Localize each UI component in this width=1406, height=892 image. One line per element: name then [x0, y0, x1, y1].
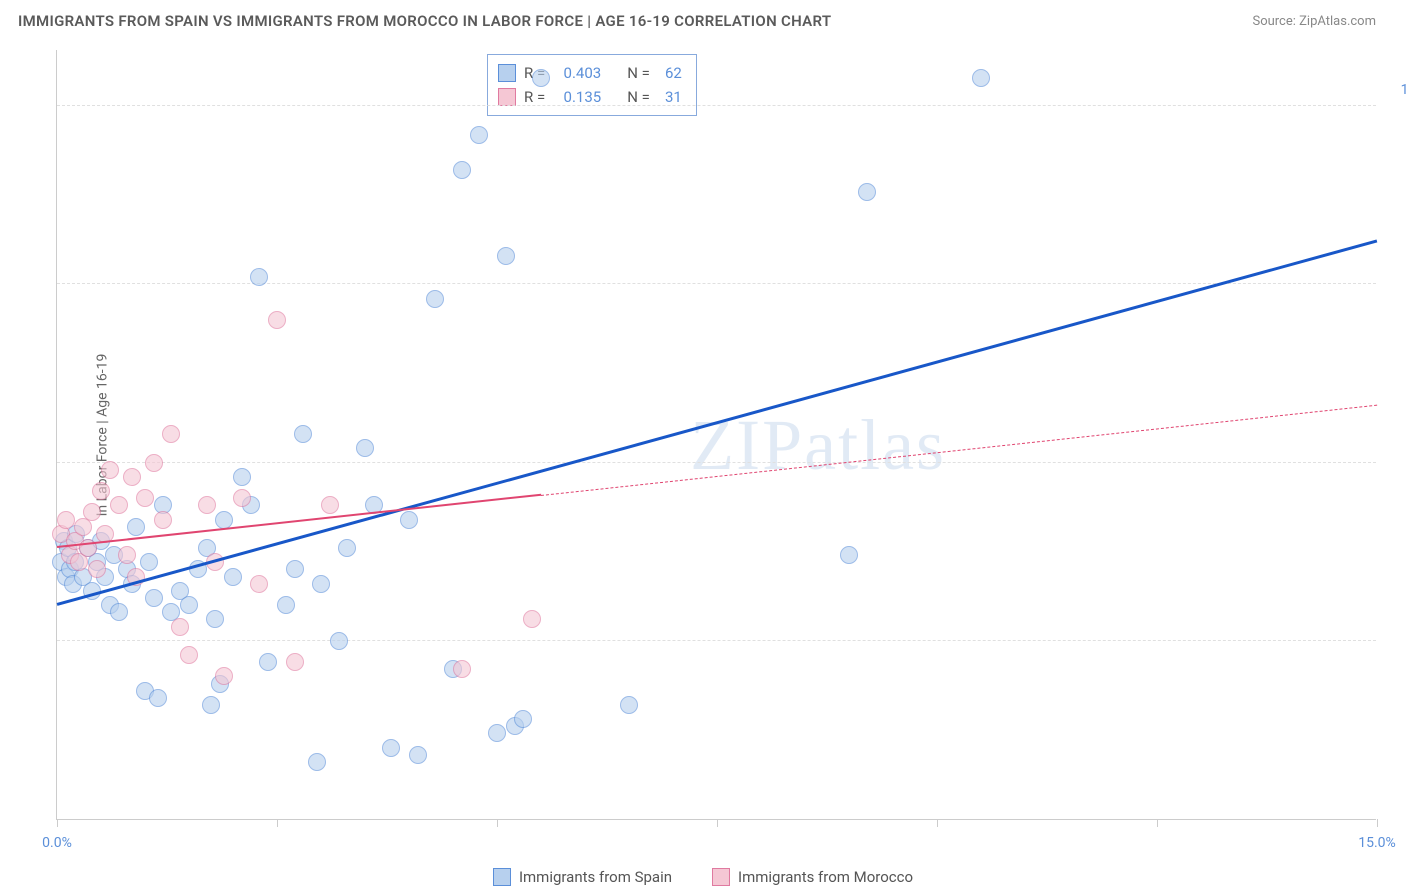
scatter-point-morocco — [136, 489, 154, 507]
scatter-point-morocco — [110, 496, 128, 514]
scatter-point-spain — [426, 290, 444, 308]
scatter-point-spain — [620, 696, 638, 714]
scatter-point-morocco — [101, 461, 119, 479]
scatter-point-spain — [972, 69, 990, 87]
xtick — [1377, 819, 1378, 827]
trendline — [541, 404, 1377, 495]
scatter-point-spain — [453, 161, 471, 179]
xtick — [57, 819, 58, 827]
swatch-spain — [498, 64, 516, 82]
scatter-point-spain — [858, 183, 876, 201]
scatter-point-morocco — [162, 425, 180, 443]
stats-row-spain: R =0.403N =62 — [498, 61, 682, 85]
scatter-point-morocco — [180, 646, 198, 664]
scatter-point-morocco — [145, 454, 163, 472]
scatter-point-spain — [400, 511, 418, 529]
scatter-point-spain — [382, 739, 400, 757]
scatter-point-spain — [140, 553, 158, 571]
plot-area: In Labor Force | Age 16-19 ZIPatlas R =0… — [56, 50, 1376, 820]
xtick — [497, 819, 498, 827]
scatter-point-morocco — [286, 653, 304, 671]
ytick-label: 50.0% — [1386, 439, 1406, 455]
scatter-point-spain — [312, 575, 330, 593]
scatter-point-morocco — [57, 511, 75, 529]
swatch-morocco — [498, 88, 516, 106]
scatter-point-spain — [514, 710, 532, 728]
scatter-point-spain — [840, 546, 858, 564]
scatter-point-spain — [215, 511, 233, 529]
scatter-point-spain — [277, 596, 295, 614]
stats-legend-box: R =0.403N =62R =0.135N =31 — [487, 54, 697, 116]
scatter-point-morocco — [83, 503, 101, 521]
scatter-point-spain — [206, 610, 224, 628]
chart-title: IMMIGRANTS FROM SPAIN VS IMMIGRANTS FROM… — [18, 12, 831, 30]
scatter-point-morocco — [88, 560, 106, 578]
ytick-label: 25.0% — [1386, 617, 1406, 633]
scatter-point-morocco — [453, 660, 471, 678]
scatter-point-spain — [250, 268, 268, 286]
xtick — [937, 819, 938, 827]
scatter-point-spain — [286, 560, 304, 578]
legend-swatch-morocco — [712, 868, 730, 886]
xtick-label: 15.0% — [1358, 835, 1396, 851]
xtick — [1157, 819, 1158, 827]
source-label: Source: ZipAtlas.com — [1252, 14, 1376, 29]
legend-label: Immigrants from Spain — [519, 868, 672, 886]
scatter-point-spain — [233, 468, 251, 486]
scatter-point-morocco — [198, 496, 216, 514]
scatter-point-spain — [532, 69, 550, 87]
scatter-point-spain — [409, 746, 427, 764]
scatter-point-morocco — [118, 546, 136, 564]
bottom-legend: Immigrants from Spain Immigrants from Mor… — [0, 868, 1406, 886]
xtick — [277, 819, 278, 827]
scatter-point-spain — [470, 126, 488, 144]
scatter-point-spain — [330, 632, 348, 650]
xtick — [717, 819, 718, 827]
scatter-point-spain — [356, 439, 374, 457]
scatter-point-morocco — [321, 496, 339, 514]
scatter-point-spain — [180, 596, 198, 614]
scatter-point-spain — [202, 696, 220, 714]
scatter-point-spain — [224, 568, 242, 586]
scatter-point-spain — [127, 518, 145, 536]
stat-n-label: N = — [627, 61, 650, 85]
xtick-label: 0.0% — [42, 835, 72, 851]
stat-r-value: 0.403 — [553, 61, 601, 85]
ytick-label: 100.0% — [1386, 82, 1406, 98]
scatter-point-morocco — [233, 489, 251, 507]
scatter-point-spain — [308, 753, 326, 771]
scatter-point-spain — [259, 653, 277, 671]
gridline — [57, 640, 1376, 641]
ytick-label: 75.0% — [1386, 260, 1406, 276]
stat-n-value: 62 — [658, 61, 682, 85]
legend-label: Immigrants from Morocco — [738, 868, 913, 886]
legend-item-morocco: Immigrants from Morocco — [712, 868, 913, 886]
scatter-point-morocco — [92, 482, 110, 500]
scatter-point-spain — [497, 247, 515, 265]
gridline — [57, 462, 1376, 463]
gridline — [57, 105, 1376, 106]
scatter-point-morocco — [123, 468, 141, 486]
scatter-point-morocco — [523, 610, 541, 628]
trendline — [57, 239, 1378, 605]
scatter-point-spain — [338, 539, 356, 557]
legend-item-spain: Immigrants from Spain — [493, 868, 672, 886]
scatter-point-spain — [149, 689, 167, 707]
scatter-point-spain — [488, 724, 506, 742]
scatter-point-morocco — [250, 575, 268, 593]
scatter-point-morocco — [171, 618, 189, 636]
scatter-point-morocco — [215, 667, 233, 685]
legend-swatch-spain — [493, 868, 511, 886]
scatter-point-spain — [145, 589, 163, 607]
scatter-point-morocco — [154, 511, 172, 529]
scatter-point-morocco — [268, 311, 286, 329]
scatter-point-spain — [110, 603, 128, 621]
scatter-point-spain — [294, 425, 312, 443]
